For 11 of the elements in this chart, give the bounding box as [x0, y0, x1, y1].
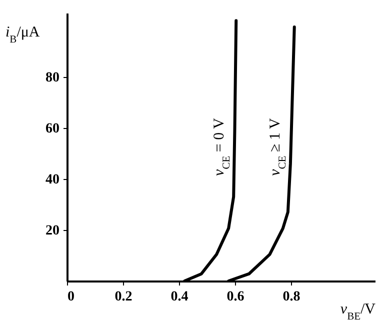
x-tick-label: 0.8 — [282, 290, 300, 304]
x-axis-title: v$_{BE}$/V — [340, 302, 376, 322]
y-tick-label: 20 — [46, 223, 60, 238]
y-tick-label: 60 — [46, 121, 60, 136]
x-tick-label: 0.6 — [226, 290, 244, 304]
y-axis-title: i$_{B}$/μA — [6, 24, 40, 45]
x-tick-label: 0.2 — [114, 290, 132, 304]
y-tick-label: 80 — [46, 70, 60, 86]
x-tick-label: 0 — [68, 290, 74, 304]
y-tick-label: 40 — [46, 172, 60, 188]
x-tick-label: 0.4 — [170, 290, 188, 304]
